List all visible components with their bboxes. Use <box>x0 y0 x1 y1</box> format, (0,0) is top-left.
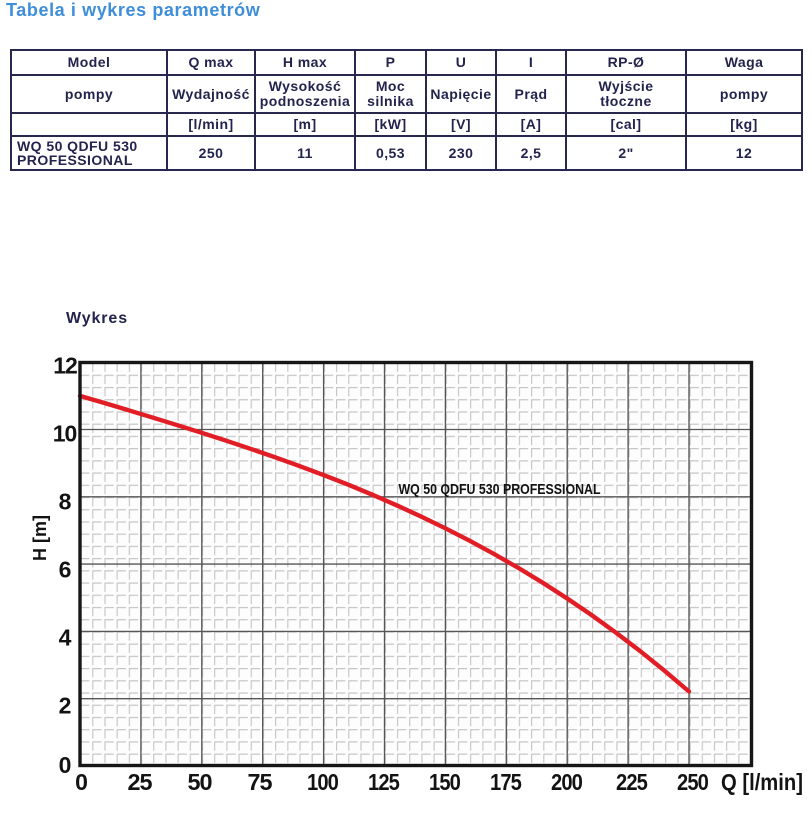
svg-text:75: 75 <box>248 769 273 795</box>
svg-text:4: 4 <box>59 625 72 651</box>
svg-text:50: 50 <box>188 769 212 795</box>
svg-text:H [m]: H [m] <box>30 515 50 561</box>
svg-text:250: 250 <box>677 769 708 795</box>
svg-text:100: 100 <box>307 769 338 795</box>
svg-text:0: 0 <box>59 752 71 778</box>
svg-text:12: 12 <box>53 353 77 379</box>
svg-text:10: 10 <box>53 421 77 447</box>
svg-text:6: 6 <box>59 557 71 583</box>
svg-text:Q [l/min]: Q [l/min] <box>721 769 803 795</box>
svg-text:175: 175 <box>490 769 522 795</box>
svg-text:WQ 50 QDFU 530 PROFESSIONAL: WQ 50 QDFU 530 PROFESSIONAL <box>399 481 601 498</box>
svg-text:150: 150 <box>429 769 460 795</box>
svg-text:200: 200 <box>551 769 582 795</box>
svg-text:2: 2 <box>59 693 71 719</box>
svg-text:8: 8 <box>59 489 72 515</box>
svg-text:125: 125 <box>368 769 400 795</box>
svg-text:0: 0 <box>75 769 87 795</box>
svg-text:225: 225 <box>616 769 648 795</box>
svg-text:25: 25 <box>128 769 153 795</box>
